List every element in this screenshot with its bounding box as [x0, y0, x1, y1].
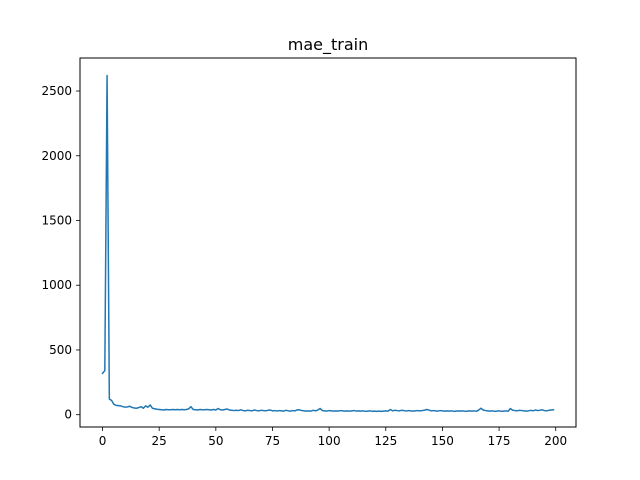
y-tick-label: 1000 [41, 278, 72, 292]
x-tick-label: 100 [318, 434, 341, 448]
x-tick-label: 0 [99, 434, 107, 448]
x-tick-label: 150 [431, 434, 454, 448]
axes-frame [79, 57, 577, 428]
x-tick-label: 75 [265, 434, 280, 448]
x-axis: 0 25 50 75 100 125 150 175 200 [99, 427, 567, 448]
y-axis: 0 500 1000 1500 2000 2500 [41, 84, 80, 422]
x-tick-label: 50 [208, 434, 223, 448]
chart-title: mae_train [288, 35, 368, 55]
y-tick-label: 2000 [41, 149, 72, 163]
y-tick-label: 2500 [41, 84, 72, 98]
x-tick-label: 125 [374, 434, 397, 448]
y-tick-label: 500 [49, 343, 72, 357]
x-tick-label: 200 [544, 434, 567, 448]
y-tick-label: 1500 [41, 213, 72, 227]
x-tick-label: 175 [488, 434, 511, 448]
plot-area [101, 74, 555, 413]
series-line-0 [101, 74, 555, 413]
x-tick-label: 25 [152, 434, 167, 448]
y-tick-label: 0 [64, 408, 72, 422]
